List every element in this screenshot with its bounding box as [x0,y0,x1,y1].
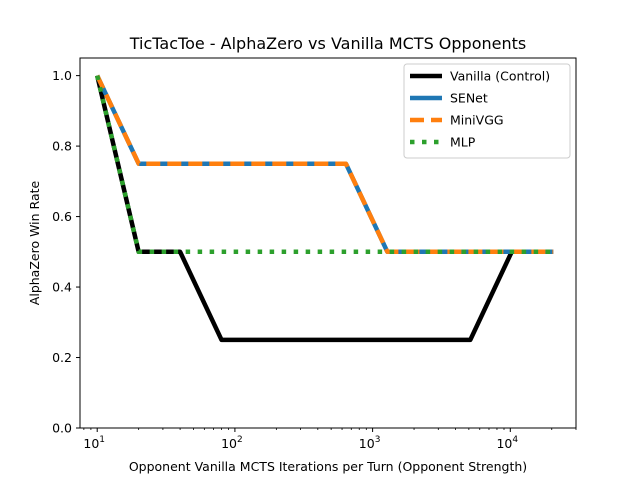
x-tick-label: 103 [359,435,381,451]
axes-frame [79,57,577,429]
y-tick-label: 0.4 [52,280,72,295]
x-tick-label: 101 [83,435,105,451]
series-line-mlp [95,75,554,255]
y-tick-label: 1.0 [52,68,72,83]
y-tick-label: 0.8 [52,139,72,154]
x-tick-label: 104 [496,435,518,451]
y-axis-label: AlphaZero Win Rate [27,180,42,305]
legend-box [403,63,571,159]
legend-label: Vanilla (Control) [450,69,550,84]
chart-title: TicTacToe - AlphaZero vs Vanilla MCTS Op… [129,34,526,53]
plot-area: 101 102 103 104 0.0 0.2 0.4 0.6 0.8 1.0 Vanilla (C… [52,57,577,451]
y-tick-label: 0.6 [52,209,72,224]
x-tick-label: 102 [221,435,243,451]
legend-label: MiniVGG [450,113,504,128]
y-tick-label: 0.0 [52,421,72,436]
y-tick-label: 0.2 [52,350,72,365]
x-axis-label: Opponent Vanilla MCTS Iterations per Tur… [129,459,527,474]
legend-label: MLP [450,135,476,150]
legend-label: SENet [450,91,488,106]
series-line-vanilla-control [95,75,554,343]
